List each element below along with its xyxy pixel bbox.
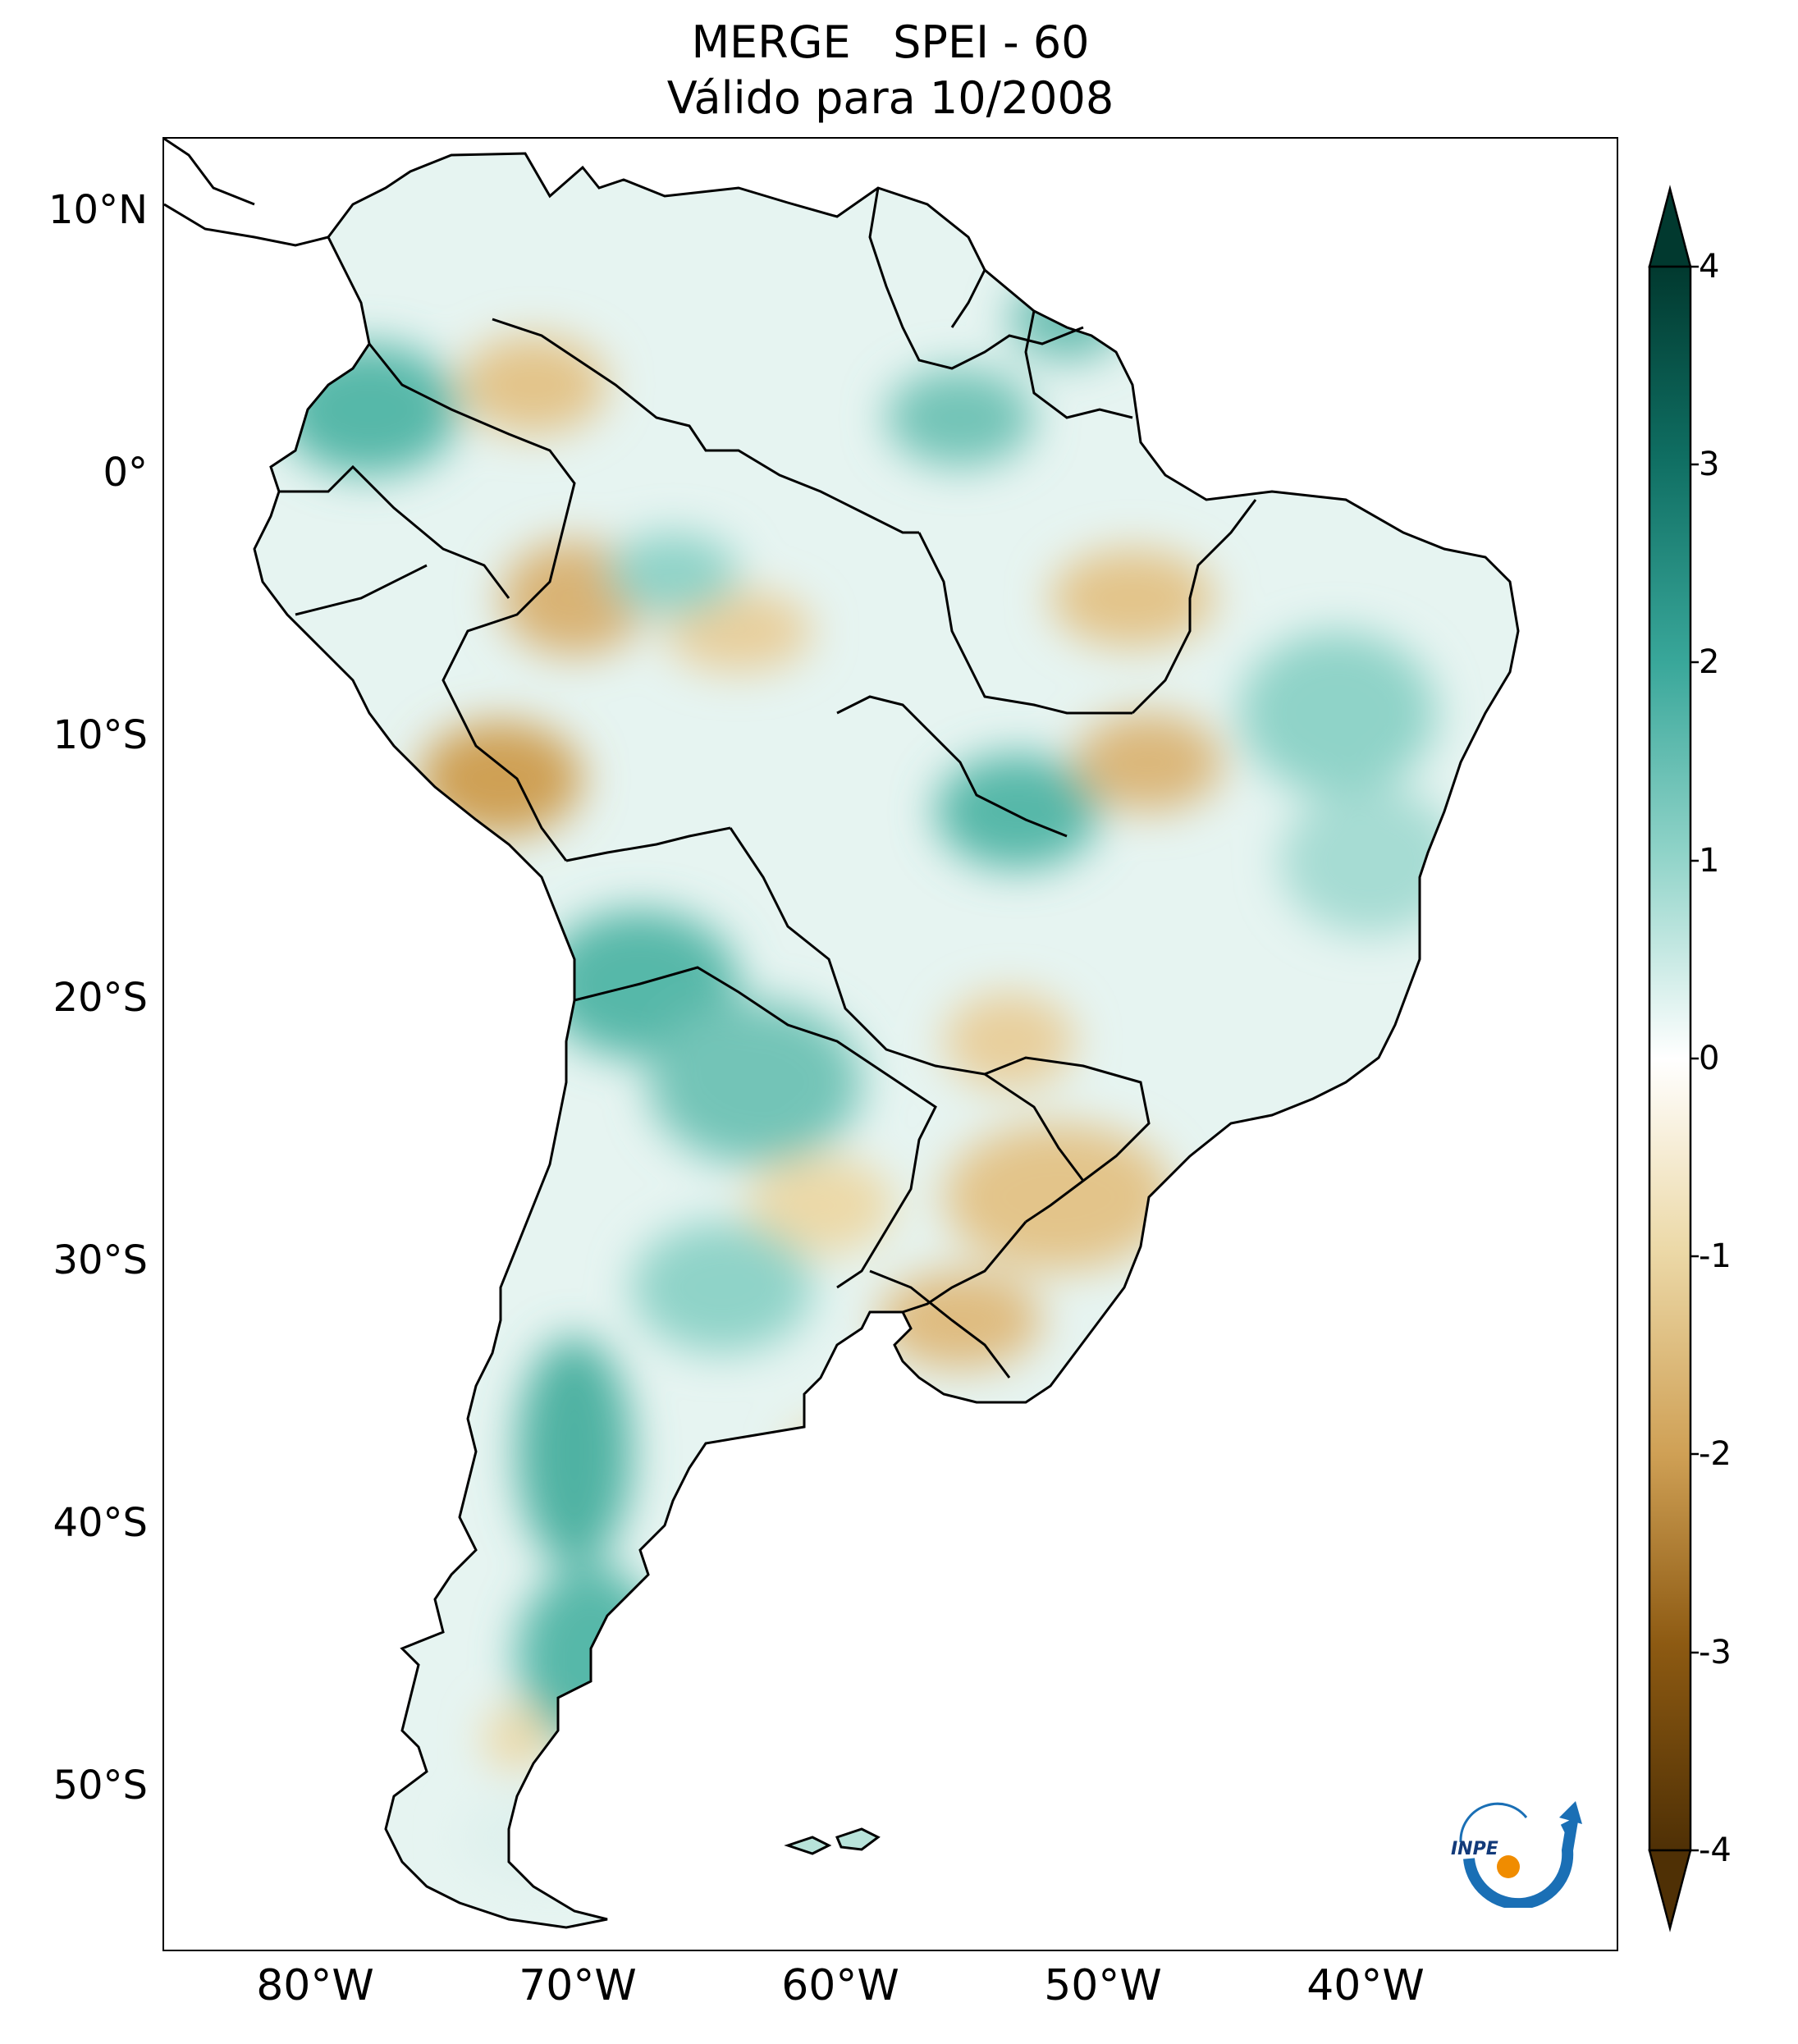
colorbar-tick-label: 3 bbox=[1699, 446, 1720, 483]
lat-label: 50°S bbox=[53, 1763, 148, 1809]
lon-label: 60°W bbox=[781, 1961, 899, 2010]
south-america-map bbox=[164, 139, 1520, 1929]
lon-label: 40°W bbox=[1306, 1961, 1425, 2010]
lat-label: 10°S bbox=[53, 712, 148, 758]
lon-label: 80°W bbox=[256, 1961, 374, 2010]
colorbar-ticks bbox=[1690, 265, 1699, 1852]
map-title: MERGE SPEI - 60 bbox=[691, 16, 1090, 68]
lon-label: 70°W bbox=[519, 1961, 637, 2010]
falkland-islands bbox=[784, 1827, 881, 1855]
colorbar-tick-label: -1 bbox=[1699, 1237, 1732, 1275]
colorbar bbox=[1648, 185, 1699, 1932]
colorbar-bar bbox=[1648, 265, 1692, 1852]
lon-label: 50°W bbox=[1044, 1961, 1162, 2010]
colorbar-tick-label: 1 bbox=[1699, 842, 1720, 880]
colorbar-tick-label: -2 bbox=[1699, 1435, 1732, 1473]
colorbar-tick-label: 0 bbox=[1699, 1040, 1720, 1077]
colorbar-top-triangle bbox=[1648, 185, 1692, 268]
map-area bbox=[162, 137, 1618, 1951]
lat-label: 20°S bbox=[53, 975, 148, 1021]
continent-coastline bbox=[253, 152, 1520, 1929]
country-borders bbox=[164, 139, 1257, 1379]
colorbar-tick-label: -3 bbox=[1699, 1634, 1732, 1671]
colorbar-tick-label: 2 bbox=[1699, 643, 1720, 681]
colorbar-tick-label: 4 bbox=[1699, 248, 1720, 286]
lat-label: 10°N bbox=[48, 187, 148, 233]
lat-label: 30°S bbox=[53, 1237, 148, 1283]
inpe-logo bbox=[1459, 1801, 1582, 1908]
lat-label: 40°S bbox=[53, 1500, 148, 1546]
colorbar-bottom-triangle bbox=[1648, 1849, 1692, 1932]
colorbar-tick-label: -4 bbox=[1699, 1831, 1732, 1869]
lat-label: 0° bbox=[103, 450, 148, 496]
inpe-logo-text: INPE bbox=[1451, 1839, 1498, 1859]
map-subtitle: Válido para 10/2008 bbox=[666, 72, 1114, 124]
